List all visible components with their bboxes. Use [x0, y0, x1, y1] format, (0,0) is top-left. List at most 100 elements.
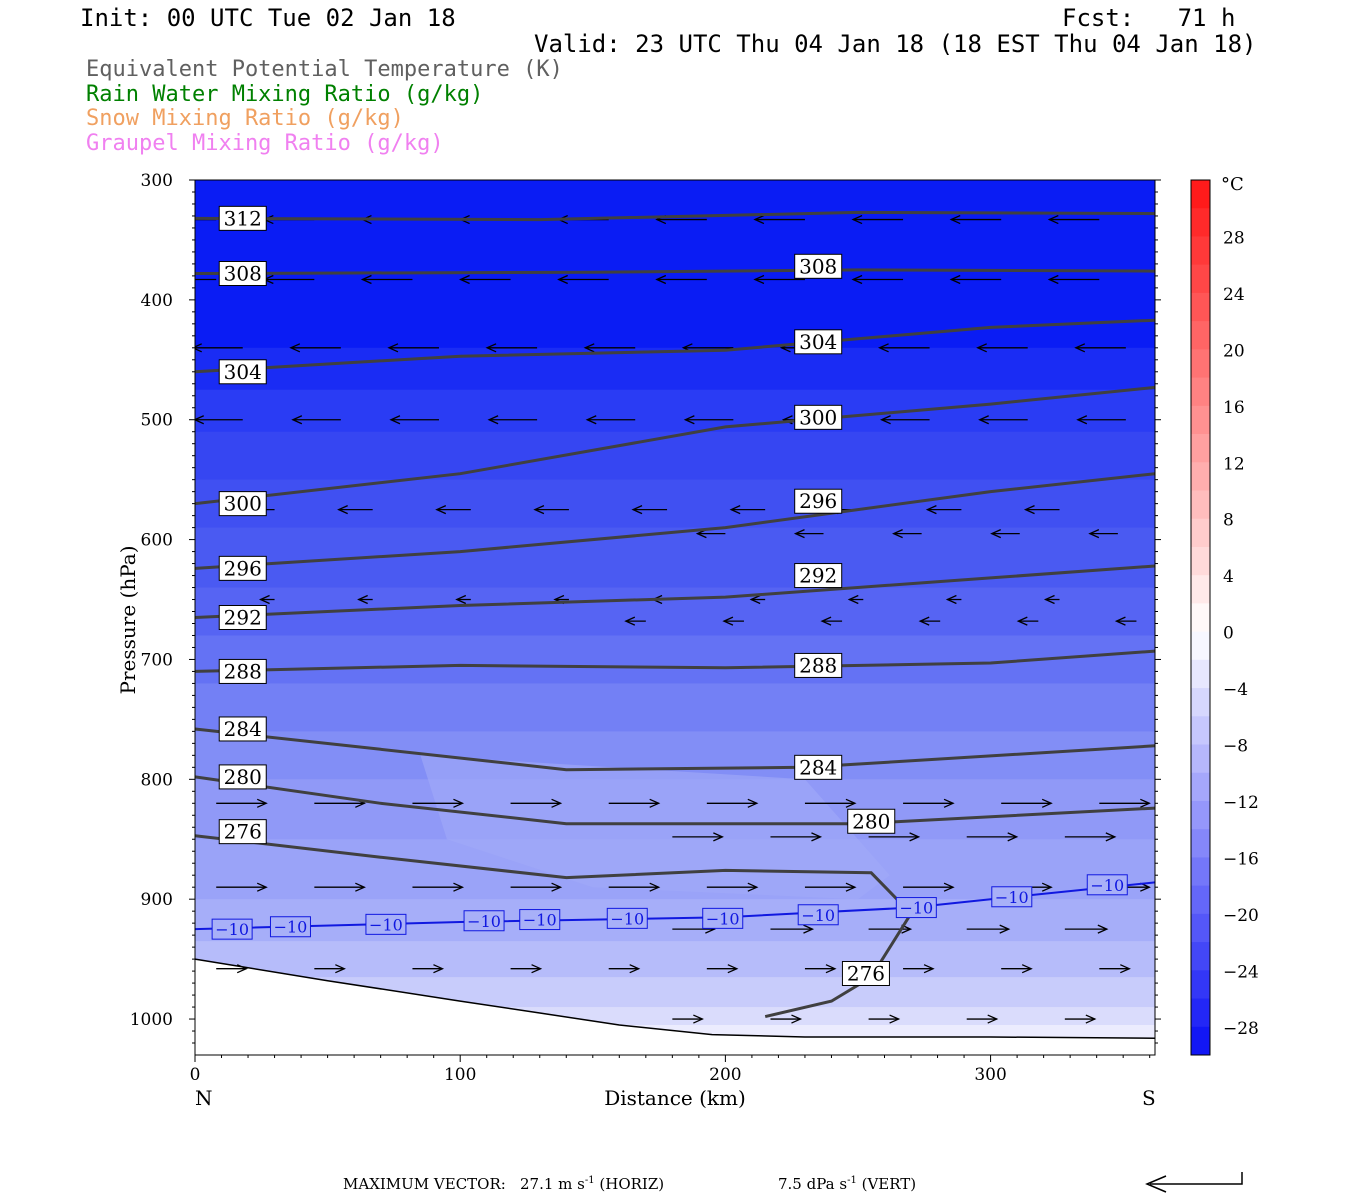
wind-arrowhead	[747, 882, 759, 892]
wind-arrowhead	[999, 924, 1011, 934]
colorbar-cell	[1191, 208, 1210, 237]
isotherm-label-box	[1086, 874, 1128, 896]
theta-e-midlabel-292: 292	[799, 564, 837, 588]
wind-arrowhead	[291, 415, 303, 425]
wind-arrowhead	[655, 274, 667, 285]
theta-e-label-280-box	[218, 764, 267, 790]
y-tick-label: 700	[141, 650, 173, 670]
theta-e-line-296	[195, 472, 1155, 570]
wind-arrowhead	[943, 882, 955, 892]
theta-e-midlabel-276: 276	[847, 961, 885, 985]
wind-arrowhead	[825, 964, 837, 974]
wind-arrowhead	[289, 343, 301, 353]
wind-arrowhead	[683, 415, 695, 425]
colorbar-cell	[1191, 1026, 1210, 1056]
colorbar-cell	[1191, 885, 1210, 915]
wind-arrowhead	[583, 343, 595, 353]
theta-e-line-280	[195, 775, 1155, 826]
y-tick-label: 600	[141, 531, 173, 551]
theta-e-label-304-box	[218, 359, 267, 385]
wind-arrowhead	[923, 964, 935, 974]
colorbar-cell	[1191, 518, 1210, 548]
wind-arrowhead	[925, 505, 937, 515]
wind-arrowhead	[435, 505, 447, 515]
north-label: N	[195, 1086, 213, 1110]
colorbar-label: 16	[1223, 398, 1245, 418]
wind-arrowhead	[753, 214, 765, 225]
wind-arrowhead	[258, 594, 270, 605]
theta-e-label-288: 288	[224, 659, 262, 683]
isotherm-label-box	[365, 913, 407, 935]
theta-e-line-288	[195, 649, 1155, 673]
wind-arrowhead	[747, 798, 759, 808]
wind-arrowhead	[195, 415, 204, 425]
colorbar-cell	[1191, 349, 1210, 379]
wind-arrowhead	[355, 882, 366, 892]
wind-arrowhead	[551, 882, 563, 892]
wind-arrowhead	[722, 616, 734, 626]
theta-e-label-300: 300	[224, 492, 262, 516]
shading-band	[195, 683, 1155, 733]
colorbar-label: 24	[1223, 285, 1245, 305]
wind-arrowhead	[791, 1014, 803, 1024]
wind-arrowhead	[357, 594, 368, 605]
wind-arrowhead	[976, 343, 987, 353]
wind-arrowhead	[847, 594, 859, 605]
wind-arrowhead	[851, 214, 863, 225]
colorbar-cell	[1191, 490, 1210, 520]
field-snow: Snow Mixing Ratio (g/kg)	[86, 106, 404, 131]
wind-arrowhead	[256, 882, 268, 892]
y-tick-label: 500	[141, 411, 173, 431]
colorbar-cell	[1191, 405, 1210, 435]
colorbar-label: 12	[1223, 454, 1245, 474]
theta-e-label-280: 280	[224, 765, 262, 789]
theta-e-midlabel-292-box	[794, 563, 843, 589]
wind-arrowhead	[455, 594, 467, 605]
terrain-mask	[195, 959, 1155, 1055]
colorbar-cell	[1191, 631, 1210, 661]
wind-arrowhead	[531, 964, 543, 974]
wind-arrowhead	[1047, 274, 1059, 285]
y-tick-label: 900	[141, 890, 173, 910]
colorbar-cell	[1191, 659, 1210, 689]
theta-e-midlabel-304: 304	[799, 330, 837, 354]
colorbar-cell	[1191, 913, 1210, 943]
colorbar-cell	[1191, 857, 1210, 887]
wind-arrowhead	[877, 343, 889, 353]
wind-arrowhead	[649, 798, 661, 808]
wind-arrowhead	[749, 594, 761, 605]
isotherm-label-box	[211, 918, 253, 940]
field-theta-e: Equivalent Potential Temperature (K)	[86, 57, 563, 82]
wind-arrowhead	[360, 274, 372, 285]
theta-e-label-304: 304	[224, 360, 262, 384]
colorbar-cell	[1191, 688, 1210, 717]
wind-arrowhead	[1085, 1014, 1097, 1024]
colorbar-cell	[1191, 292, 1210, 322]
wind-arrowhead	[918, 616, 930, 626]
theta-e-midlabel-284: 284	[799, 755, 837, 779]
wind-arrowhead	[892, 529, 903, 539]
wind-arrowhead	[551, 798, 563, 808]
isotherm-label-box	[269, 916, 311, 938]
wind-arrowhead	[729, 505, 741, 515]
x-tick-label: 300	[974, 1065, 1006, 1085]
init-time: Init: 00 UTC Tue 02 Jan 18	[80, 4, 456, 32]
theta-e-line-292	[195, 564, 1155, 619]
wind-arrowhead	[1021, 964, 1033, 974]
theta-e-label-276: 276	[224, 820, 262, 844]
isotherm-label-box	[606, 907, 648, 929]
max-vector-label: MAXIMUM VECTOR:	[343, 1175, 506, 1193]
isotherm-label: −10	[706, 909, 740, 928]
wind-arrowhead	[945, 594, 957, 605]
shading-band	[195, 347, 1155, 391]
colorbar-label: 0	[1223, 624, 1234, 644]
theta-e-label-308: 308	[224, 261, 262, 285]
y-tick-label: 300	[141, 171, 173, 191]
terrain	[194, 958, 1156, 1055]
colorbar-cell	[1191, 462, 1210, 491]
colorbar-cell	[1191, 180, 1210, 209]
wind-arrowhead	[453, 798, 465, 808]
wind-arrowhead	[433, 964, 445, 974]
colorbar-cell	[1191, 575, 1210, 604]
isotherm-label-box	[519, 909, 561, 931]
